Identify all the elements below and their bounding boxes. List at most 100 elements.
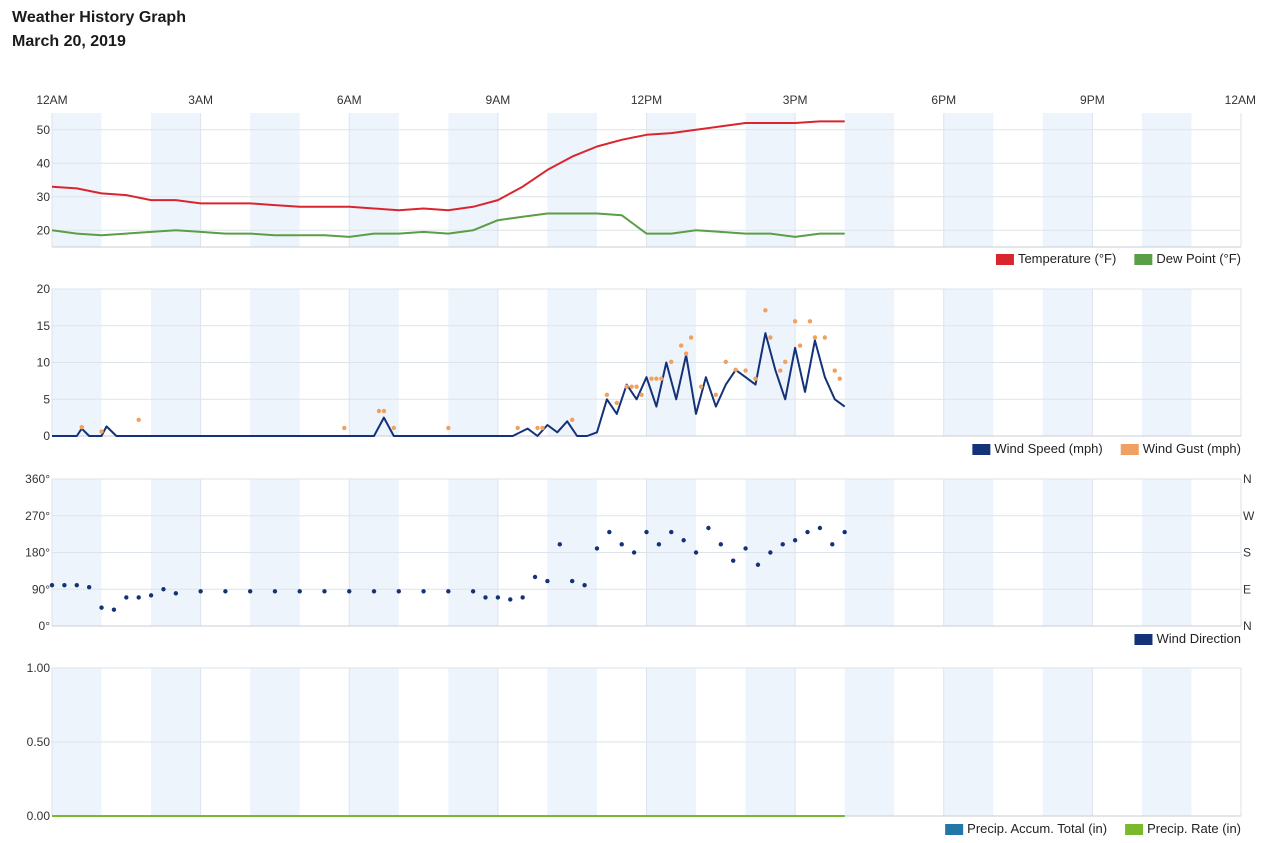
- data-point: [532, 574, 538, 580]
- y-tick-label: 50: [37, 123, 51, 137]
- data-point: [540, 425, 545, 431]
- data-point: [718, 542, 724, 547]
- data-point: [730, 558, 736, 563]
- data-point: [669, 359, 674, 364]
- data-point: [656, 542, 662, 547]
- data-point: [681, 538, 686, 543]
- data-point: [614, 400, 619, 406]
- y-tick-label: 0.50: [27, 735, 51, 749]
- data-point: [161, 587, 166, 592]
- data-point: [629, 384, 634, 389]
- data-point: [62, 582, 67, 588]
- y-tick-label: 270°: [25, 509, 50, 523]
- data-point: [111, 607, 117, 612]
- compass-label: E: [1243, 582, 1251, 596]
- data-point: [594, 546, 600, 551]
- y-tick-label: 0°: [39, 619, 51, 633]
- data-point: [669, 529, 674, 535]
- data-point: [755, 562, 761, 567]
- y-tick-label: 10: [37, 356, 51, 370]
- data-point: [743, 368, 748, 373]
- data-point: [198, 589, 203, 594]
- data-point: [79, 424, 84, 430]
- y-tick-label: 15: [37, 319, 51, 333]
- y-tick-label: 20: [37, 282, 51, 296]
- legend-label: Temperature (°F): [1018, 251, 1116, 266]
- y-tick-label: 0.00: [27, 809, 51, 823]
- compass-label: N: [1243, 472, 1252, 486]
- data-point: [783, 359, 788, 364]
- y-tick-label: 360°: [25, 472, 50, 486]
- data-point: [837, 376, 842, 381]
- data-point: [832, 368, 837, 373]
- data-point: [723, 359, 728, 364]
- data-point: [124, 595, 129, 600]
- time-axis-label: 3PM: [783, 93, 808, 107]
- data-point: [644, 529, 649, 535]
- data-point: [768, 335, 773, 340]
- page-date: March 20, 2019: [12, 33, 126, 50]
- data-point: [545, 578, 550, 584]
- data-point: [371, 589, 377, 594]
- data-point: [223, 589, 228, 594]
- data-point: [698, 384, 704, 389]
- data-point: [817, 525, 823, 531]
- data-point: [842, 529, 847, 535]
- data-point: [797, 343, 803, 348]
- data-point: [805, 529, 810, 535]
- data-point: [713, 392, 719, 398]
- hour-band: [745, 113, 796, 247]
- data-point: [446, 589, 451, 594]
- legend-swatch: [1120, 444, 1139, 455]
- data-point: [535, 425, 540, 431]
- data-point: [508, 597, 513, 602]
- data-point: [569, 417, 575, 423]
- legend-swatch: [945, 824, 964, 835]
- series-line: [51, 212, 845, 238]
- hour-band: [844, 113, 895, 247]
- legend-label: Precip. Rate (in): [1147, 821, 1241, 836]
- data-point: [446, 425, 451, 431]
- time-axis-label: 6AM: [337, 93, 362, 107]
- data-point: [753, 376, 758, 381]
- data-point: [631, 550, 637, 555]
- data-point: [792, 319, 798, 324]
- data-point: [86, 585, 92, 590]
- data-point: [322, 589, 327, 594]
- y-tick-label: 0: [43, 429, 50, 443]
- y-tick-label: 1.00: [27, 661, 51, 675]
- data-point: [99, 429, 104, 434]
- legend-label: Dew Point (°F): [1156, 251, 1241, 266]
- data-point: [272, 589, 278, 594]
- data-point: [763, 308, 768, 313]
- time-axis-label: 6PM: [931, 93, 956, 107]
- data-point: [136, 595, 141, 600]
- legend-label: Precip. Accum. Total (in): [967, 821, 1107, 836]
- data-point: [693, 550, 699, 555]
- data-point: [830, 542, 835, 547]
- data-point: [780, 542, 785, 547]
- page-title: Weather History Graph: [12, 9, 186, 26]
- data-point: [49, 582, 55, 588]
- data-point: [396, 589, 401, 594]
- data-point: [470, 589, 476, 594]
- compass-label: W: [1243, 509, 1255, 523]
- compass-label: N: [1243, 619, 1252, 633]
- hour-band: [1042, 113, 1093, 247]
- data-point: [807, 319, 813, 324]
- data-point: [569, 578, 575, 584]
- data-point: [768, 550, 773, 555]
- hour-band: [52, 113, 102, 247]
- hour-band: [646, 113, 697, 247]
- data-point: [634, 384, 639, 389]
- data-point: [247, 589, 253, 594]
- data-point: [743, 546, 748, 551]
- data-point: [604, 392, 610, 398]
- series-line: [51, 120, 845, 212]
- data-point: [136, 417, 141, 423]
- time-axis-label: 12AM: [1225, 93, 1256, 107]
- data-point: [381, 408, 387, 414]
- y-tick-label: 180°: [25, 546, 50, 560]
- data-point: [822, 335, 828, 340]
